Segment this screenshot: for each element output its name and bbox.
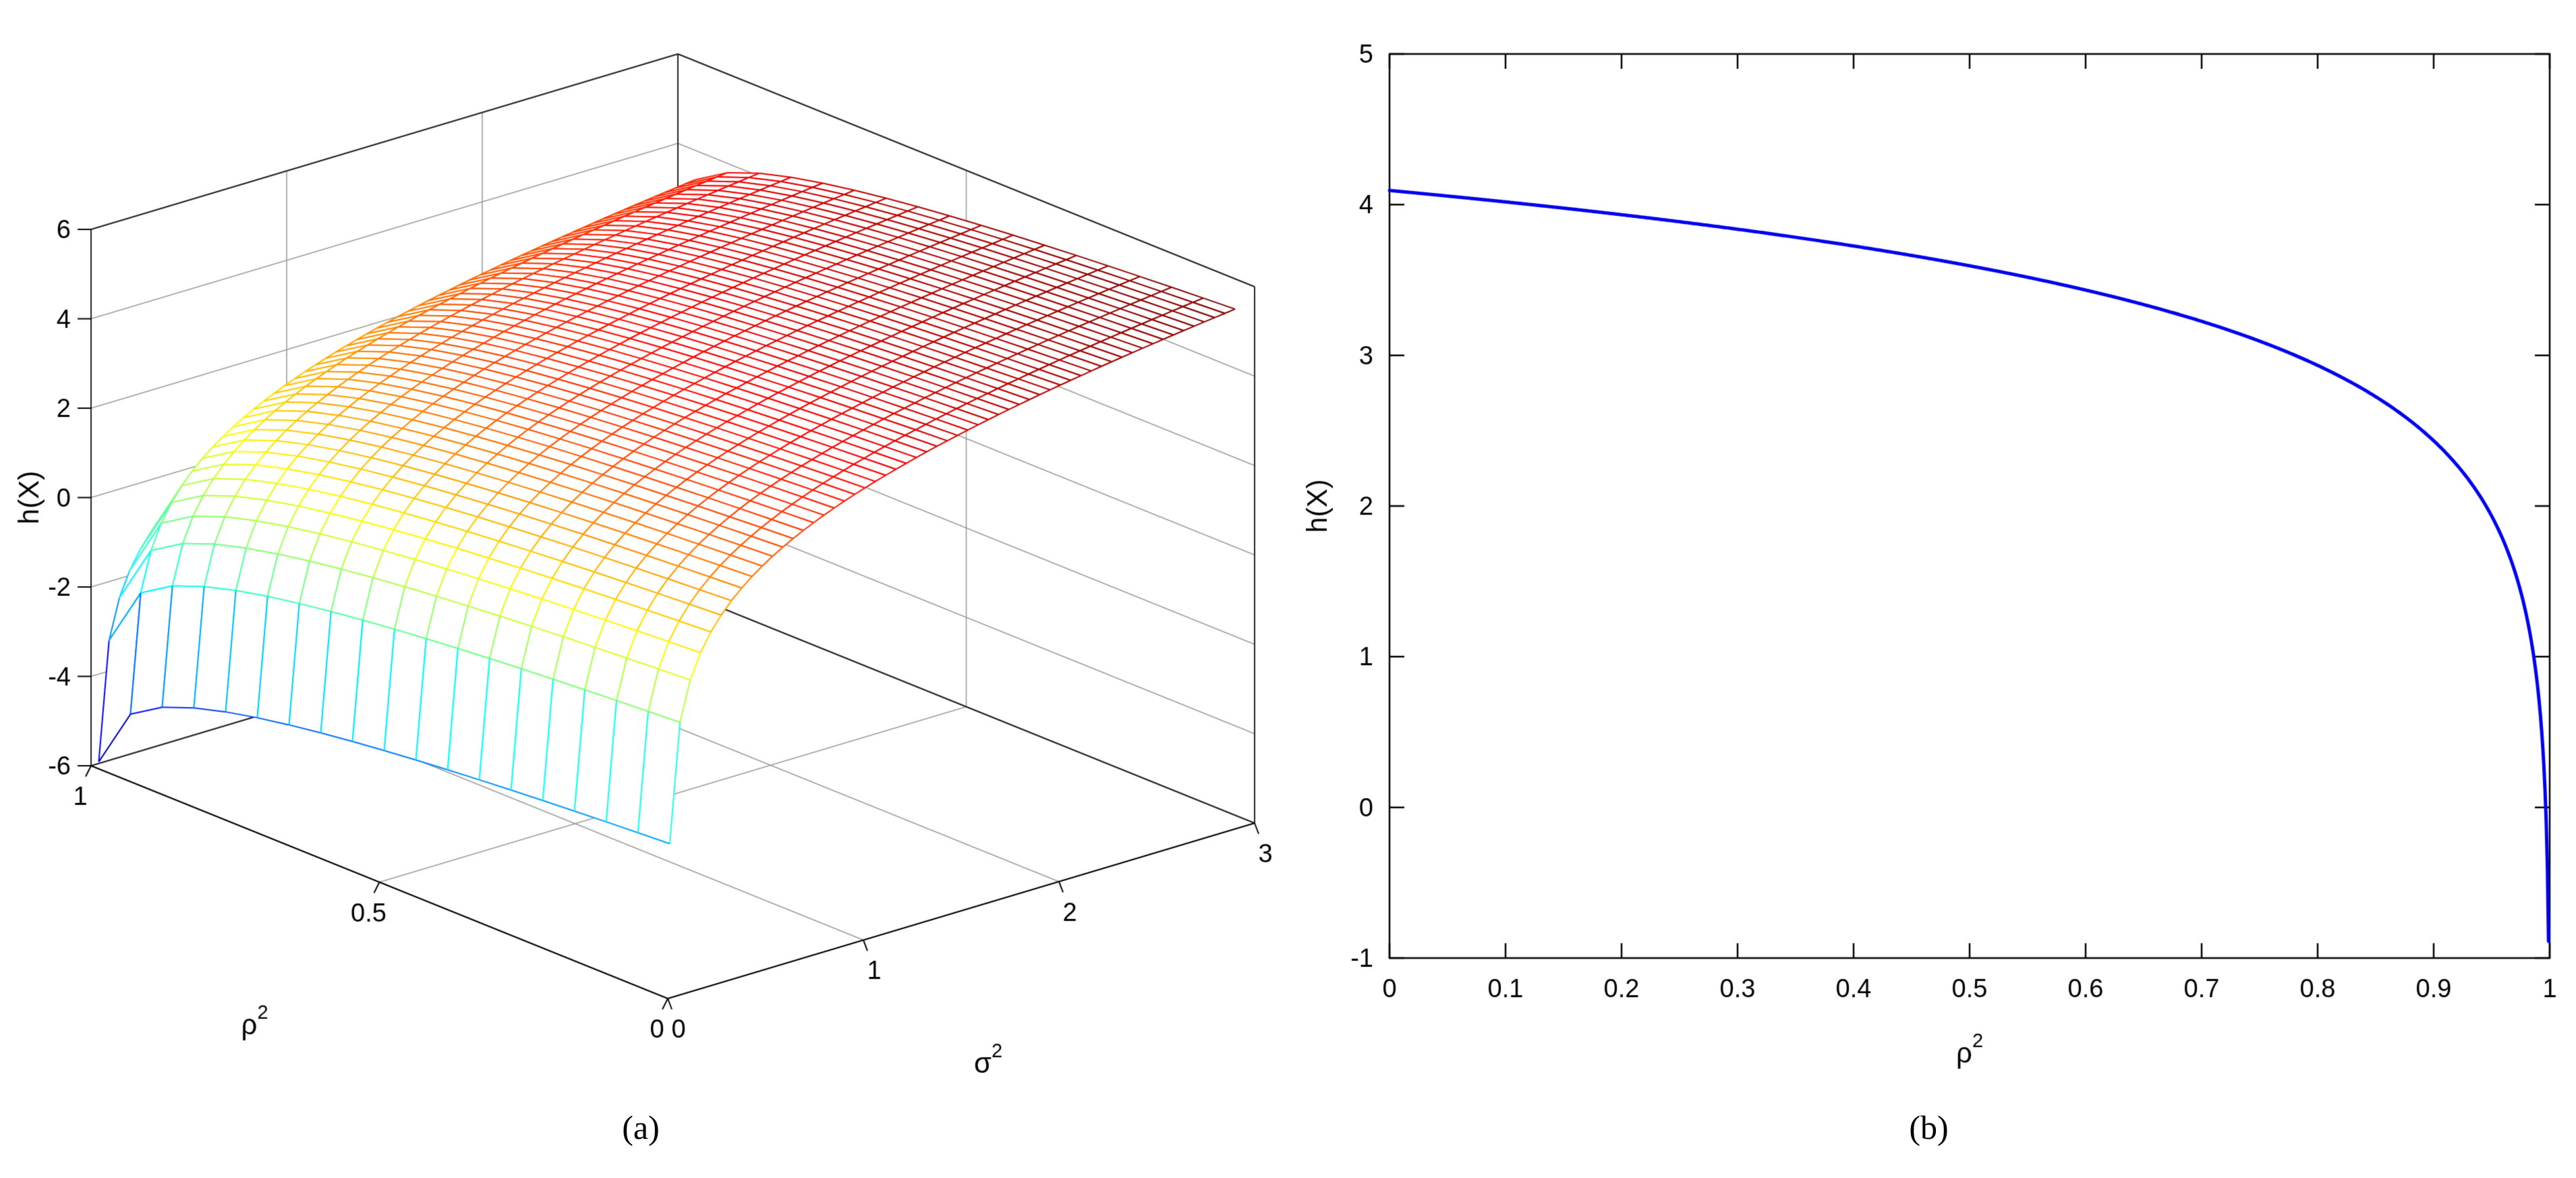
line-plot-canvas xyxy=(1282,0,2576,1100)
panel-a: (a) xyxy=(0,0,1282,1178)
caption-a: (a) xyxy=(622,1109,660,1146)
surface-plot-canvas xyxy=(0,0,1282,1100)
caption-b: (b) xyxy=(1909,1109,1949,1146)
panel-b: (b) xyxy=(1282,0,2576,1178)
